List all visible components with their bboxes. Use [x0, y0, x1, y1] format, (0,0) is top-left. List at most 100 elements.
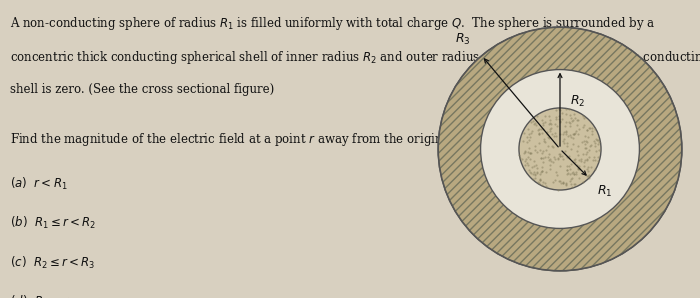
Point — [562, 170, 573, 175]
Point — [564, 123, 575, 128]
Point — [538, 127, 549, 131]
Point — [550, 122, 561, 126]
Text: $R_3$: $R_3$ — [455, 32, 470, 47]
Point — [569, 131, 580, 136]
Point — [560, 180, 571, 185]
Point — [538, 121, 549, 125]
Point — [561, 130, 572, 135]
Point — [545, 122, 557, 127]
Point — [569, 160, 580, 165]
Point — [535, 172, 546, 177]
Point — [554, 131, 566, 136]
Point — [552, 157, 564, 162]
Point — [589, 141, 601, 146]
Point — [514, 153, 525, 157]
Point — [533, 132, 545, 136]
Point — [542, 135, 554, 139]
Point — [545, 128, 556, 133]
Point — [555, 181, 566, 186]
Point — [550, 134, 561, 138]
Point — [587, 158, 598, 163]
Point — [532, 113, 543, 118]
Point — [540, 139, 551, 144]
Point — [531, 165, 542, 170]
Text: $R_2$: $R_2$ — [570, 94, 585, 109]
Point — [544, 152, 555, 157]
Point — [524, 146, 535, 151]
Point — [578, 114, 589, 119]
Point — [554, 119, 566, 123]
Point — [545, 126, 556, 131]
Point — [536, 168, 547, 173]
Point — [548, 134, 559, 139]
Point — [523, 127, 534, 131]
Point — [582, 128, 593, 132]
Point — [540, 183, 552, 188]
Point — [583, 173, 594, 177]
Point — [578, 139, 589, 143]
Point — [543, 157, 554, 162]
Point — [542, 144, 554, 149]
Point — [578, 116, 589, 120]
Point — [537, 148, 548, 153]
Point — [554, 163, 566, 168]
Point — [526, 129, 537, 134]
Point — [556, 154, 568, 159]
Point — [582, 173, 594, 178]
Point — [524, 150, 536, 155]
Point — [565, 116, 576, 120]
Point — [550, 108, 561, 112]
Point — [562, 168, 573, 173]
Point — [567, 118, 578, 123]
Point — [544, 121, 555, 126]
Point — [526, 164, 537, 169]
Point — [552, 124, 563, 128]
Point — [545, 162, 556, 167]
Point — [557, 157, 568, 162]
Point — [538, 122, 549, 127]
Point — [528, 159, 540, 164]
Point — [570, 169, 582, 174]
Point — [568, 172, 580, 176]
Point — [535, 155, 546, 160]
Point — [535, 177, 546, 181]
Point — [560, 107, 571, 112]
Point — [535, 177, 546, 182]
Point — [590, 136, 601, 141]
Point — [554, 179, 566, 184]
Point — [538, 180, 549, 185]
Point — [564, 107, 575, 111]
Point — [537, 165, 548, 170]
Point — [573, 144, 584, 148]
Point — [579, 158, 590, 162]
Point — [531, 170, 542, 175]
Point — [589, 127, 601, 132]
Point — [581, 146, 592, 150]
Point — [568, 181, 580, 186]
Point — [559, 149, 570, 153]
Point — [565, 146, 576, 151]
Point — [561, 182, 572, 187]
Point — [527, 172, 538, 177]
Point — [592, 142, 603, 146]
Point — [546, 125, 557, 130]
Point — [545, 157, 556, 162]
Point — [561, 168, 573, 173]
Point — [585, 165, 596, 170]
Point — [579, 142, 590, 147]
Point — [533, 180, 544, 185]
Point — [563, 133, 574, 138]
Text: $(d)$  $R_3 \leq r$: $(d)$ $R_3 \leq r$ — [10, 294, 70, 298]
Point — [566, 170, 577, 175]
Point — [554, 108, 566, 113]
Point — [545, 121, 556, 126]
Point — [576, 139, 587, 144]
Circle shape — [519, 108, 601, 190]
Point — [563, 164, 574, 168]
Point — [540, 148, 551, 153]
Point — [537, 130, 548, 135]
Point — [578, 122, 589, 127]
Point — [583, 176, 594, 180]
Point — [555, 119, 566, 124]
Point — [522, 163, 533, 167]
